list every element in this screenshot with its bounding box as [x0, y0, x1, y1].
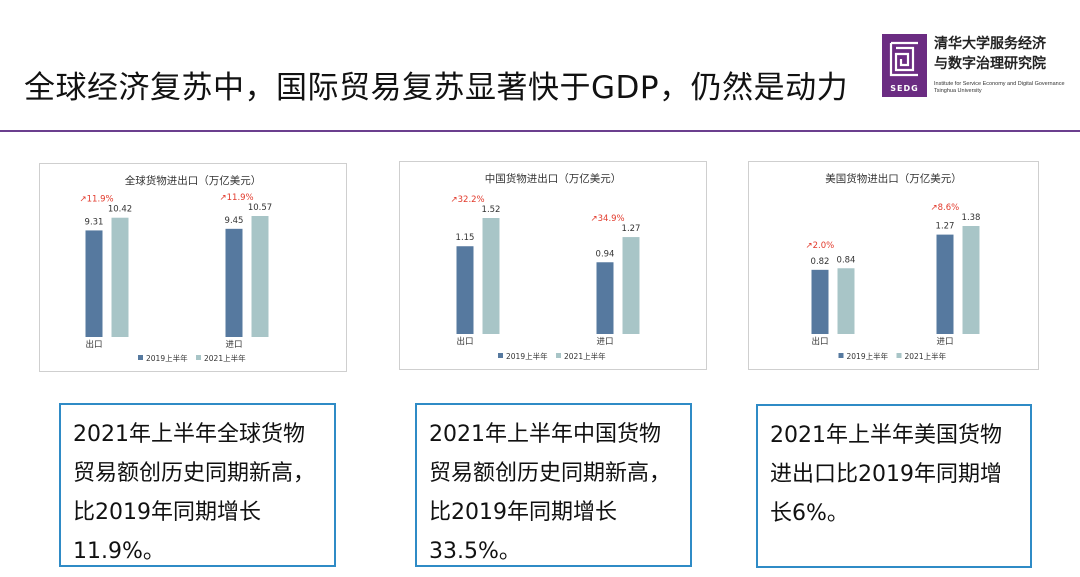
logo-abbr: SEDG	[890, 84, 919, 93]
bar-2019	[456, 246, 474, 334]
chart-title: 全球货物进出口（万亿美元）	[125, 174, 262, 187]
bar-value-label: 10.57	[248, 203, 272, 213]
slide-title: 全球经济复苏中，国际贸易复苏显著快于GDP，仍然是动力	[24, 70, 849, 106]
title-divider	[0, 130, 1080, 132]
org-name-en-line1: Institute for Service Economy and Digita…	[934, 81, 1065, 87]
legend-label: 2021上半年	[905, 351, 947, 361]
bar-value-label: 1.52	[482, 205, 501, 215]
legend-label: 2019上半年	[847, 351, 889, 361]
growth-label: ↗8.6%	[931, 203, 960, 213]
bar-2021	[251, 216, 269, 337]
bar-2021	[962, 226, 980, 334]
legend-label: 2021上半年	[204, 353, 246, 363]
bar-2019	[936, 234, 954, 334]
legend-label: 2019上半年	[506, 351, 548, 361]
category-label: 进口	[936, 337, 953, 347]
bar-2021	[837, 268, 855, 334]
growth-label: ↗11.9%	[80, 195, 114, 205]
bar-2019	[811, 269, 829, 334]
legend-swatch	[138, 355, 143, 360]
legend-swatch	[838, 353, 844, 358]
caption-china: 2021年上半年中国货物贸易额创历史同期新高，比2019年同期增长33.5%。	[415, 403, 692, 567]
bar-2021	[622, 237, 640, 334]
chart-svg: 全球货物进出口（万亿美元）9.3110.42↗11.9%出口9.4510.57↗…	[80, 174, 273, 363]
growth-label: ↗32.2%	[451, 195, 485, 205]
bar-value-label: 1.38	[962, 213, 981, 223]
org-name-en-line2: Tsinghua University	[934, 88, 982, 94]
logo: SEDG	[882, 34, 927, 97]
chart-china-trade: 中国货物进出口（万亿美元） 1.15 1.52 ↗32.2% 出口 0.94 1.27 ↗34…	[399, 161, 707, 370]
bar-value-label: 1.27	[622, 224, 641, 234]
category-label: 进口	[225, 340, 242, 350]
legend-swatch	[556, 353, 561, 358]
category-label: 出口	[85, 339, 102, 350]
category-label: 进口	[596, 337, 613, 347]
sedg-logo-mark-icon	[889, 41, 918, 77]
bar-value-label: 10.42	[108, 205, 132, 215]
bar-value-label: 0.82	[811, 257, 830, 267]
chart-title: 中国货物进出口（万亿美元）	[485, 172, 622, 185]
caption-global: 2021年上半年全球货物贸易额创历史同期新高，比2019年同期增长11.9%。	[59, 403, 336, 567]
growth-label: ↗2.0%	[806, 241, 835, 251]
category-label: 出口	[811, 336, 828, 347]
bar-value-label: 0.94	[596, 249, 615, 259]
bar-value-label: 1.15	[456, 233, 475, 243]
bar-value-label: 0.84	[837, 255, 856, 265]
org-name-cn: 清华大学服务经济 与数字治理研究院	[934, 34, 1074, 74]
bar-2019	[596, 262, 614, 334]
bar-2019	[225, 228, 243, 337]
chart-global-trade: 全球货物进出口（万亿美元） 9.31 10.42 ↗11.9% 出口 9.45 10.57 ↗…	[39, 163, 347, 372]
legend-label: 2021上半年	[564, 351, 606, 361]
caption-us: 2021年上半年美国货物进出口比2019年同期增长6%。	[756, 404, 1032, 568]
bar-value-label: 9.45	[225, 216, 244, 226]
legend-label: 2019上半年	[146, 353, 188, 363]
growth-label: ↗11.9%	[220, 193, 254, 203]
org-name-cn-line2: 与数字治理研究院	[934, 56, 1046, 72]
legend-swatch	[498, 353, 503, 358]
bar-2021	[111, 217, 129, 337]
bar-2021	[482, 218, 500, 334]
legend-swatch	[196, 355, 201, 360]
org-name-en: Institute for Service Economy and Digita…	[934, 81, 1074, 95]
category-label: 出口	[456, 336, 473, 347]
bar-2019	[85, 230, 103, 337]
chart-svg: 中国货物进出口（万亿美元） 1.15 1.52↗32.2% 出口 0.94 1.27↗34…	[451, 172, 641, 361]
bar-value-label: 9.31	[85, 217, 104, 227]
chart-us-trade: 美国货物进出口（万亿美元） 0.82 0.84 ↗2.0% 出口 1.27 1.38 ↗8.6…	[748, 161, 1039, 370]
legend-swatch	[896, 353, 902, 358]
chart-title: 美国货物进出口（万亿美元）	[825, 172, 962, 185]
org-name-cn-line1: 清华大学服务经济	[934, 36, 1046, 52]
chart-svg: 美国货物进出口（万亿美元） 0.82 0.84↗2.0% 出口 1.27 1.38↗8.6…	[806, 172, 981, 361]
growth-label: ↗34.9%	[591, 214, 625, 224]
bar-value-label: 1.27	[936, 222, 955, 232]
